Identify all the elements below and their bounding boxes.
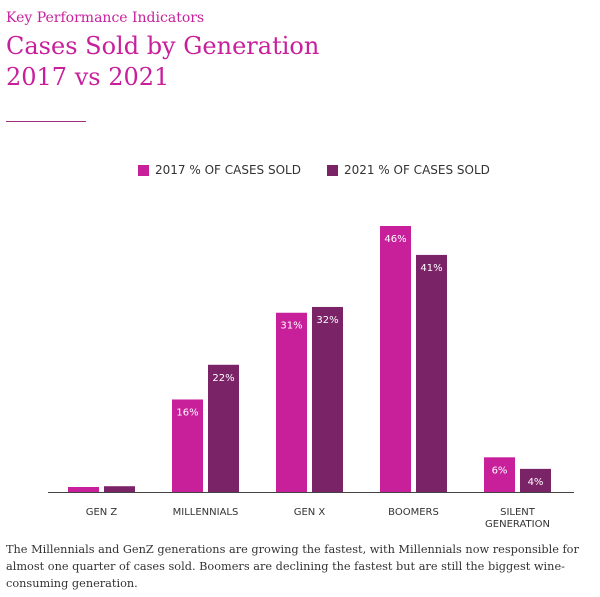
data-label-2017-0: 0.3% [71,495,96,506]
category-label-0-0: GEN Z [86,507,118,518]
bar-2017-2 [276,312,307,492]
data-label-2017-4: 6% [492,465,508,476]
legend-swatch-2017 [138,164,149,176]
bar-2017-1 [172,399,203,492]
category-label-1-0: MILLENNIALS [173,507,239,518]
bar-2017-3 [380,226,411,492]
category-label-2-0: GEN X [294,507,326,518]
bar-2017-4 [484,457,515,492]
bar-2021-2 [312,306,343,492]
legend-item-2017: 2017 % OF CASES SOLD [138,163,301,177]
data-label-2017-3: 46% [384,234,406,245]
legend-label-2021: 2021 % OF CASES SOLD [343,163,490,177]
title-line-2: 2017 vs 2021 [6,63,170,91]
data-label-2017-2: 31% [280,321,302,332]
data-label-2017-1: 16% [176,407,198,418]
legend: 2017 % OF CASES SOLD 2021 % OF CASES SOL… [138,161,490,179]
category-label-4-1: GENERATION [485,519,550,530]
bar-2021-3 [416,254,447,492]
bar-2017-0 [68,487,99,492]
legend-item-2021: 2021 % OF CASES SOLD [326,163,490,177]
bar-2021-0 [104,486,135,492]
legend-swatch-2021 [326,164,338,176]
kicker-text: Key Performance Indicators [6,10,205,26]
data-label-2021-2: 32% [316,315,338,326]
caption-text: The Millennials and GenZ generations are… [6,543,579,590]
title-line-1: Cases Sold by Generation [6,32,320,60]
category-label-3-0: BOOMERS [388,507,439,518]
data-label-2021-1: 22% [212,373,234,384]
chart-title: Cases Sold by Generation 2017 vs 2021 [6,31,319,93]
title-divider [6,121,86,122]
bar-2021-4 [520,468,551,492]
data-label-2021-3: 41% [420,263,442,274]
bar-chart: 0.3% 1% GEN Z 16% 22% MILLENNIALS 31% 32% GEN X 4… [48,226,574,530]
category-label-4-0: SILENT [500,507,536,518]
data-label-2021-4: 4% [528,477,544,488]
bar-2021-1 [208,364,239,492]
data-label-2021-0: 1% [112,494,128,505]
legend-label-2017: 2017 % OF CASES SOLD [155,163,301,177]
